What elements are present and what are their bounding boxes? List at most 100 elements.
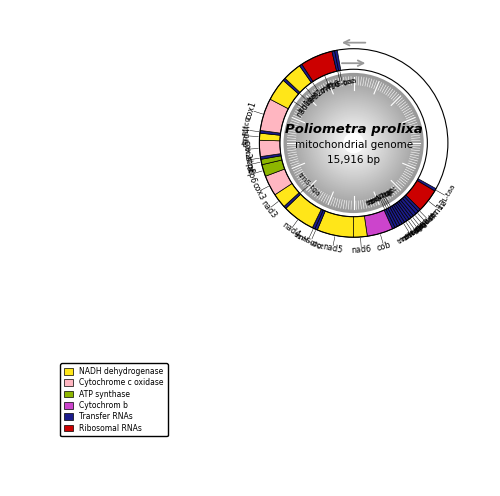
Text: trnY-gta: trnY-gta — [306, 82, 333, 103]
Text: nad6: nad6 — [351, 245, 372, 255]
Text: trnK-ctt: trnK-ctt — [242, 146, 252, 174]
Text: 15,916 bp: 15,916 bp — [327, 155, 380, 165]
Circle shape — [284, 73, 424, 213]
Circle shape — [332, 121, 376, 165]
Circle shape — [298, 88, 408, 198]
Text: trnG-tcc: trnG-tcc — [326, 78, 356, 90]
Circle shape — [331, 120, 376, 166]
Text: mitochondrial genome: mitochondrial genome — [294, 140, 412, 150]
Circle shape — [318, 107, 390, 179]
Text: trnP-tgg: trnP-tgg — [396, 224, 424, 245]
Circle shape — [337, 126, 370, 160]
Polygon shape — [395, 202, 409, 221]
Polygon shape — [266, 169, 292, 195]
Polygon shape — [402, 196, 418, 214]
Circle shape — [284, 74, 422, 212]
Circle shape — [328, 117, 380, 169]
Circle shape — [314, 103, 394, 183]
Polygon shape — [312, 209, 324, 229]
Circle shape — [343, 132, 364, 154]
Text: trnN-gtt: trnN-gtt — [400, 222, 426, 243]
Text: nad4: nad4 — [280, 220, 301, 240]
Circle shape — [298, 87, 410, 199]
Circle shape — [322, 111, 386, 175]
Circle shape — [316, 105, 392, 181]
Text: trnS-tga: trnS-tga — [298, 172, 322, 197]
Legend: NADH dehydrogenase, Cytochrome c oxidase, ATP synthase, Cytochrom b, Transfer RN: NADH dehydrogenase, Cytochrome c oxidase… — [60, 363, 168, 436]
Circle shape — [312, 102, 394, 184]
Polygon shape — [406, 181, 434, 210]
Circle shape — [327, 116, 380, 170]
Text: nad2: nad2 — [304, 87, 324, 107]
Polygon shape — [398, 200, 413, 218]
Circle shape — [329, 118, 378, 168]
Polygon shape — [388, 207, 400, 227]
Circle shape — [321, 110, 386, 176]
Polygon shape — [302, 51, 336, 81]
Polygon shape — [397, 201, 411, 219]
Polygon shape — [390, 206, 402, 225]
Polygon shape — [417, 179, 436, 191]
Polygon shape — [260, 130, 280, 135]
Circle shape — [336, 125, 372, 161]
Circle shape — [342, 131, 365, 155]
Circle shape — [344, 133, 364, 153]
Circle shape — [300, 90, 406, 196]
Text: trnR-tcg: trnR-tcg — [242, 116, 252, 145]
Polygon shape — [300, 64, 313, 82]
Text: trnH-gtg: trnH-gtg — [293, 231, 323, 249]
Polygon shape — [286, 194, 322, 228]
Text: atp6: atp6 — [244, 164, 258, 185]
Text: trnE-ttc: trnE-ttc — [416, 208, 440, 232]
Circle shape — [317, 106, 390, 180]
Circle shape — [310, 100, 396, 186]
Circle shape — [292, 81, 416, 205]
Circle shape — [315, 104, 392, 182]
Circle shape — [339, 128, 368, 158]
Text: cox2: cox2 — [241, 139, 252, 159]
Circle shape — [300, 89, 408, 197]
Circle shape — [319, 108, 388, 178]
Polygon shape — [275, 184, 299, 206]
Circle shape — [288, 77, 420, 209]
Text: trnS-gct: trnS-gct — [296, 233, 325, 250]
Circle shape — [330, 119, 378, 167]
Polygon shape — [354, 216, 368, 237]
Polygon shape — [364, 210, 392, 236]
Polygon shape — [404, 195, 420, 211]
Circle shape — [302, 91, 406, 195]
Circle shape — [304, 94, 402, 192]
Polygon shape — [315, 210, 325, 230]
Polygon shape — [260, 99, 288, 133]
Polygon shape — [262, 160, 284, 176]
Text: trnT-tgt: trnT-tgt — [414, 211, 438, 234]
Text: trnV-tac: trnV-tac — [368, 186, 396, 205]
Text: trnM-cat: trnM-cat — [410, 213, 437, 237]
Polygon shape — [332, 51, 338, 71]
Polygon shape — [386, 208, 398, 228]
Circle shape — [324, 113, 384, 173]
Text: nad4l: nad4l — [241, 124, 252, 147]
Circle shape — [286, 75, 422, 211]
Circle shape — [294, 84, 412, 202]
Text: trnD-gtc: trnD-gtc — [370, 185, 398, 205]
Circle shape — [341, 130, 366, 156]
Polygon shape — [318, 211, 354, 237]
Circle shape — [296, 86, 410, 200]
Text: trnL-tag: trnL-tag — [402, 220, 429, 242]
Polygon shape — [334, 50, 341, 71]
Circle shape — [310, 99, 398, 187]
Polygon shape — [283, 78, 300, 94]
Circle shape — [306, 95, 402, 191]
Polygon shape — [270, 80, 298, 109]
Text: atp8: atp8 — [242, 155, 254, 175]
Polygon shape — [260, 154, 281, 159]
Circle shape — [312, 101, 396, 185]
Circle shape — [296, 85, 412, 201]
Text: cox1: cox1 — [244, 100, 258, 121]
Polygon shape — [285, 66, 312, 92]
Text: rrn16: rrn16 — [318, 79, 342, 96]
Text: trnA-tgc: trnA-tgc — [366, 187, 396, 206]
Polygon shape — [384, 209, 395, 229]
Circle shape — [335, 124, 372, 162]
